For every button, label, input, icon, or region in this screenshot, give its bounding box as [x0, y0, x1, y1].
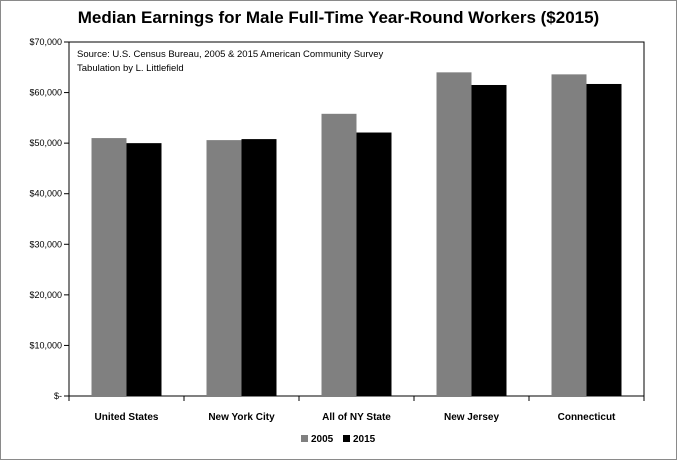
bar-2015-0: [126, 143, 162, 396]
bar-2005-2: [321, 113, 357, 396]
x-tick-label: Connecticut: [558, 412, 616, 423]
source-note: Source: U.S. Census Bureau, 2005 & 2015 …: [77, 49, 384, 74]
bar-2005-3: [436, 72, 472, 396]
y-axis: $- $10,000 $20,000 $30,000 $40,000 $50,000 $60…: [29, 37, 69, 401]
bar-2005-1: [206, 140, 242, 396]
y-tick-label: $70,000: [29, 37, 62, 47]
legend-label-2005: 2005: [311, 434, 334, 445]
x-tick-label: New York City: [208, 412, 275, 423]
x-tick-label: All of NY State: [322, 412, 391, 423]
y-tick-label: $-: [54, 391, 62, 401]
chart-title: Median Earnings for Male Full-Time Year-…: [77, 8, 600, 27]
y-tick-label: $20,000: [29, 290, 62, 300]
x-tick-label: United States: [95, 412, 159, 423]
bar-2005-0: [91, 138, 127, 397]
x-tick-label: New Jersey: [444, 412, 499, 423]
y-tick-label: $30,000: [29, 239, 62, 249]
bar-2015-1: [241, 139, 277, 396]
y-tick-label: $50,000: [29, 138, 62, 148]
bar-2015-4: [586, 83, 622, 396]
x-axis: United States New York City All of NY Stat…: [95, 412, 617, 423]
y-tick-label: $10,000: [29, 340, 62, 350]
source-note-line: Source: U.S. Census Bureau, 2005 & 2015 …: [77, 49, 384, 60]
y-tick-label: $60,000: [29, 88, 62, 98]
legend-swatch-2005: [301, 435, 308, 442]
y-tick-label: $40,000: [29, 189, 62, 199]
bar-2015-3: [471, 84, 507, 396]
source-note-line: Tabulation by L. Littlefield: [77, 63, 184, 74]
legend-label-2015: 2015: [353, 434, 376, 445]
bars: [68, 72, 645, 401]
bar-2015-2: [356, 132, 392, 396]
legend: 2005 2015: [301, 434, 376, 445]
bar-2005-4: [551, 74, 587, 396]
legend-swatch-2015: [343, 435, 350, 442]
